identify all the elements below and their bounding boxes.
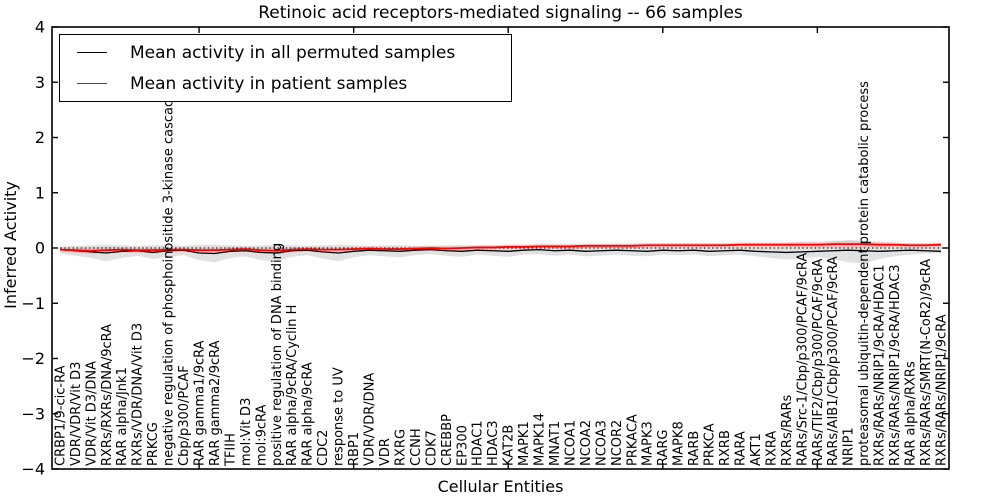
legend-entry-patient: Mean activity in patient samples [60,68,511,99]
x-category-label: NCOA2 [579,420,594,466]
x-axis-label: Cellular Entities [437,477,564,496]
x-category-label: RXRs/RXRs/DNA/9cRA [100,324,115,466]
x-category-label: CRBP1/9-cic-RA [53,365,68,466]
x-category-label: MAPK3 [641,421,656,466]
x-category-label: NCOA3 [594,420,609,466]
x-category-label: CCNH [409,428,424,466]
y-tick-label: 0 [35,239,45,258]
x-category-label: EP300 [455,425,470,466]
y-tick-label: 1 [35,183,45,202]
x-category-label: RXRB [718,430,733,466]
y-axis-label: Inferred Activity [1,181,20,309]
x-category-label: RBP1 [347,432,362,466]
x-category-label: response to UV [332,367,347,466]
x-category-label: RARs/AIB1/Cbp/p300/PCAF/9cRA [826,256,841,466]
x-category-label: CREBBP [440,414,455,466]
x-category-label: RARA [733,431,748,466]
x-category-label: MNAT1 [548,421,563,466]
x-category-label: RAR gamma2/9cRA [208,340,223,466]
y-tick-label: 4 [35,18,45,37]
x-category-label: RXRA [764,431,779,466]
x-category-label: RXRs/RARs/SMRT(N-CoR2)/9cRA [919,259,934,466]
x-category-label: AKT1 [749,433,764,466]
x-category-label: VDR/VDR/DNA [363,373,378,466]
y-tick-label: 2 [35,128,45,147]
x-category-label: RXRs/RARs/NRIP1/9cRA/HDAC3 [888,264,903,466]
x-category-label: NCOA1 [563,420,578,466]
x-category-label: Cbp/p300/PCAF [177,365,192,466]
x-category-label: MAPK1 [517,421,532,466]
x-category-label: RAR alpha/9cRA [301,362,316,466]
x-category-label: RAR alpha/RXRs [904,361,919,466]
x-category-label: NCOR2 [610,420,625,466]
x-category-label: mol:Vit D3 [239,398,254,466]
legend-entry-permuted: Mean activity in all permuted samples [60,37,511,68]
legend: Mean activity in all permuted samples Me… [59,34,512,102]
x-category-label: PRKCA [703,423,718,466]
x-category-label: RXRs/RARs/NRIP1/9cRA [934,314,949,466]
x-category-label: TFIIH [223,433,238,467]
x-category-label: RXRs/RARs [780,394,795,466]
x-category-label: CDK7 [424,430,439,466]
patient-mean-line [59,243,942,252]
x-category-label: RXRs/RARs/NRIP1/9cRA/HDAC1 [873,264,888,466]
permuted-line-sample [77,52,107,53]
x-category-label: NRIP1 [842,427,857,466]
x-category-label: MAPK8 [672,421,687,466]
y-tick-label: −2 [21,349,45,368]
x-category-label: RARs/Src-1/Cbp/p300/PCAF/9cRA [795,253,810,466]
x-category-label: RARs/TIF2/Cbp/p300/PCAF/9cRA [811,259,826,466]
x-category-label: KAT2B [502,425,517,466]
y-tick-label: −3 [21,404,45,423]
x-category-label: RARB [687,431,702,466]
y-tick-label: −1 [21,294,45,313]
x-category-label: RXRG [393,429,408,466]
x-category-label: VDR/Vit D3/DNA [84,361,99,466]
x-category-label: RARG [656,429,671,466]
chart-title: Retinoic acid receptors-mediated signali… [258,3,743,23]
x-category-label: RXRs/VDR/DNA/Vit D3 [131,323,146,466]
x-category-label: RAR gamma1/9cRA [193,340,208,466]
y-tick-label: −4 [21,460,45,479]
x-category-label: VDR/VDR/Vit D3 [69,362,84,466]
legend-label-permuted: Mean activity in all permuted samples [130,42,456,63]
permuted-mean-line [59,249,942,255]
x-category-label: CDC2 [316,430,331,466]
x-category-label: negative regulation of phosphoinositide … [162,91,177,466]
x-category-label: positive regulation of DNA binding [270,243,285,466]
y-tick-label: 3 [35,73,45,92]
legend-label-patient: Mean activity in patient samples [130,73,408,94]
x-category-label: proteasomal ubiquitin-dependent protein … [857,81,872,466]
x-category-label: PRKACA [625,414,640,466]
patient-line-sample [77,83,107,84]
x-category-label: PRKCG [146,422,161,466]
x-category-label: HDAC1 [471,420,486,466]
x-category-label: MAPK14 [533,413,548,466]
x-category-label: HDAC3 [486,420,501,466]
x-category-label: VDR [378,438,393,466]
x-category-label: RAR alpha/Jnk1 [115,367,130,466]
x-category-label: mol:9cRA [254,404,269,466]
x-category-label: RAR alpha/9cRA/Cyclin H [285,305,300,466]
